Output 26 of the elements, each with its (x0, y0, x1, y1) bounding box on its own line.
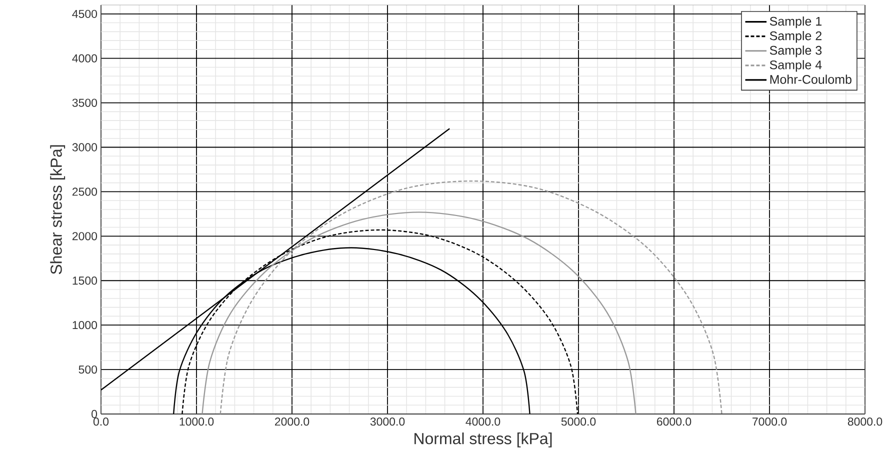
y-tick-label: 2000 (72, 232, 98, 240)
legend-label: Sample 3 (770, 46, 822, 58)
y-tick-label: 1000 (72, 321, 98, 330)
legend-label: Sample 4 (770, 60, 822, 72)
x-tick-label: 8000.0 (848, 418, 882, 426)
y-tick-label: 4500 (72, 10, 98, 18)
y-tick-label: 3500 (72, 98, 98, 107)
x-tick-label: 1000.0 (180, 418, 214, 426)
x-tick-label: 7000.0 (752, 418, 787, 426)
y-tick-label: 0 (92, 410, 98, 418)
y-tick-label: 3000 (72, 143, 98, 152)
x-tick-label: 3000.0 (370, 418, 405, 426)
y-axis-title: Shear stress [kPa] (50, 145, 66, 274)
legend-label: Sample 1 (770, 16, 822, 28)
x-tick-label: 4000.0 (466, 418, 500, 426)
y-tick-label: 500 (78, 365, 98, 374)
x-tick-label: 5000.0 (561, 418, 596, 426)
y-tick-label: 2500 (72, 188, 98, 196)
legend-label: Sample 2 (770, 31, 822, 43)
x-tick-label: 6000.0 (656, 418, 692, 426)
y-tick-label: 4000 (72, 54, 98, 62)
legend-label: Mohr-Coulomb (770, 74, 852, 84)
x-axis-title: Normal stress [kPa] (414, 432, 552, 448)
y-tick-label: 1500 (72, 276, 98, 285)
x-tick-label: 0.0 (93, 418, 109, 426)
x-tick-label: 2000.0 (274, 418, 310, 426)
